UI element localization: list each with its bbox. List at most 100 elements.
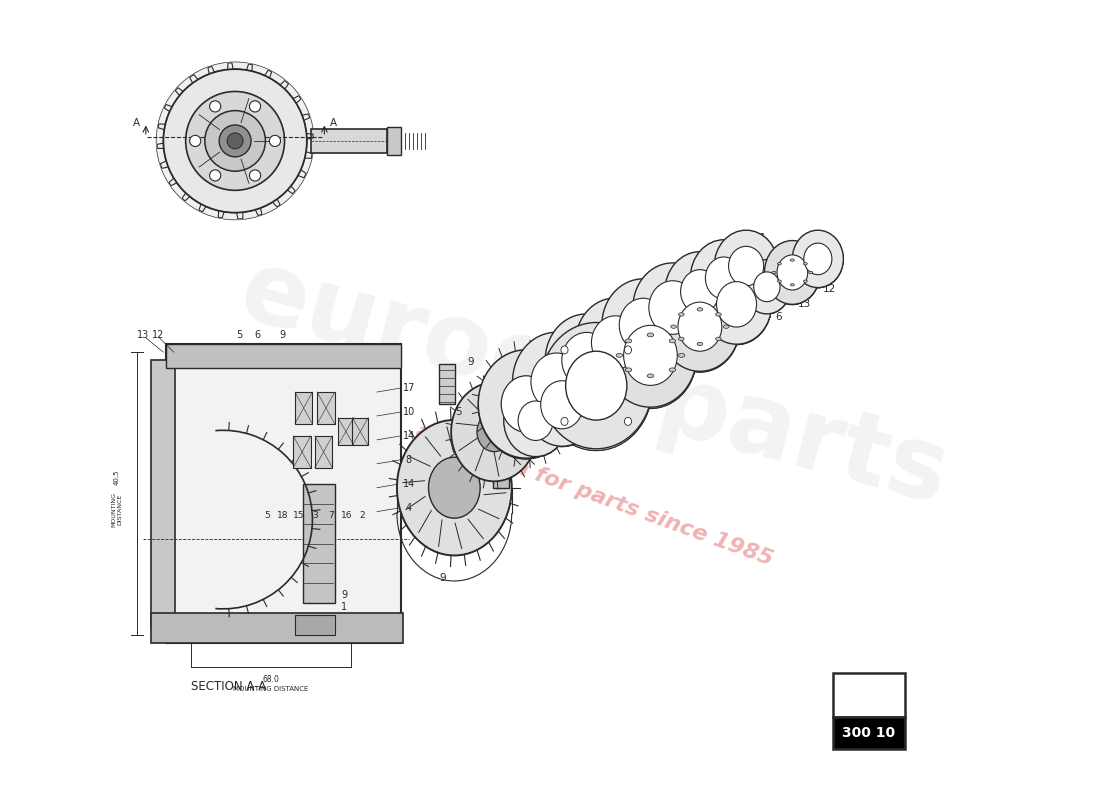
Bar [152,613,403,643]
Text: 68.0: 68.0 [263,675,279,684]
Ellipse shape [764,241,821,305]
Bar [352,418,368,446]
Ellipse shape [716,313,722,316]
Ellipse shape [250,101,261,112]
Text: 14: 14 [403,478,415,489]
Text: 15: 15 [293,511,305,520]
Ellipse shape [649,282,696,335]
Bar [338,418,354,446]
Ellipse shape [565,353,627,422]
Text: 18: 18 [277,511,288,520]
Ellipse shape [531,353,582,410]
Ellipse shape [792,230,844,288]
Ellipse shape [624,326,678,386]
Ellipse shape [504,385,568,457]
Ellipse shape [451,382,537,482]
Ellipse shape [513,333,601,432]
Ellipse shape [679,338,684,341]
Text: 3: 3 [608,298,615,308]
Text: 17: 17 [574,427,587,437]
Text: 2: 2 [736,244,744,254]
Text: 3: 3 [312,511,318,520]
Ellipse shape [714,230,778,302]
Ellipse shape [792,230,844,287]
Ellipse shape [647,333,653,337]
Ellipse shape [803,262,807,265]
Ellipse shape [754,272,780,302]
Polygon shape [157,63,314,219]
Ellipse shape [518,401,553,441]
Ellipse shape [540,322,652,449]
Bar [493,372,508,488]
Bar [294,436,311,468]
Ellipse shape [632,263,713,353]
Ellipse shape [227,133,243,149]
Text: 9: 9 [341,590,348,600]
Ellipse shape [702,265,771,345]
Ellipse shape [526,364,598,446]
Bar [833,674,905,718]
Bar [317,392,334,424]
Bar [166,344,400,368]
Ellipse shape [186,91,285,190]
Text: MOUNTING
DISTANCE: MOUNTING DISTANCE [112,492,122,527]
Bar [302,484,334,603]
Text: A: A [330,118,338,127]
Ellipse shape [561,346,568,354]
Ellipse shape [478,350,574,459]
Ellipse shape [210,101,221,112]
Ellipse shape [270,135,280,146]
Text: 5: 5 [264,511,270,520]
Bar [439,364,455,404]
Ellipse shape [728,246,763,286]
Text: A: A [133,118,140,127]
Ellipse shape [624,326,678,387]
Ellipse shape [803,280,807,282]
Ellipse shape [429,458,481,518]
Text: 17: 17 [403,383,415,393]
Ellipse shape [681,270,719,314]
Bar [833,718,905,749]
Ellipse shape [791,284,794,286]
Bar [295,615,334,635]
Ellipse shape [541,381,583,429]
Ellipse shape [702,265,771,344]
Ellipse shape [478,350,574,458]
Ellipse shape [716,282,757,327]
Text: 5: 5 [236,330,242,340]
Ellipse shape [562,332,612,388]
Ellipse shape [565,351,627,420]
Ellipse shape [502,376,551,432]
Ellipse shape [660,283,739,372]
Text: 9: 9 [468,357,474,366]
Ellipse shape [513,332,601,431]
Ellipse shape [742,260,791,314]
Text: 12: 12 [823,284,836,294]
Ellipse shape [561,418,568,426]
Ellipse shape [531,354,582,411]
Ellipse shape [592,316,639,370]
Text: 4: 4 [406,502,412,513]
Ellipse shape [540,324,652,450]
Text: eurocarparts: eurocarparts [230,243,958,525]
Ellipse shape [691,240,757,317]
Ellipse shape [625,339,631,343]
Ellipse shape [619,299,668,353]
Ellipse shape [163,69,307,213]
Ellipse shape [649,281,696,334]
Text: 9: 9 [439,573,446,582]
Ellipse shape [660,282,739,371]
Text: 6: 6 [254,330,261,340]
Text: 2: 2 [360,511,365,520]
Ellipse shape [697,308,703,311]
Ellipse shape [625,346,631,354]
Text: 12: 12 [152,330,164,340]
Text: MOUNTING DISTANCE: MOUNTING DISTANCE [233,686,309,692]
Ellipse shape [669,339,675,343]
Text: 40.5: 40.5 [114,470,120,486]
Text: 9: 9 [279,330,286,340]
Ellipse shape [671,325,676,328]
Ellipse shape [772,271,775,274]
Ellipse shape [647,374,653,378]
Ellipse shape [619,298,668,352]
